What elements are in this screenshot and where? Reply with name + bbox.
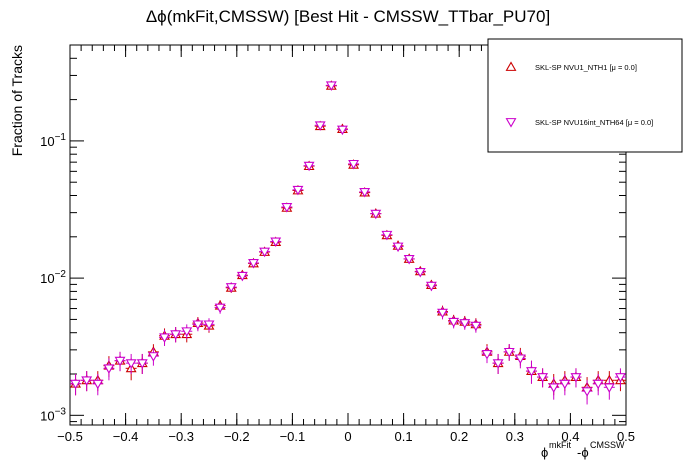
x-tick-label: 0 <box>344 429 351 444</box>
x-tick-label: 0.1 <box>395 429 413 444</box>
data-point <box>425 281 437 292</box>
legend-marker <box>505 118 517 128</box>
data-point <box>592 379 604 390</box>
data-point <box>114 356 126 367</box>
y-tick-label: 10−3 <box>40 406 66 423</box>
data-point <box>448 317 460 328</box>
data-point <box>492 359 504 369</box>
legend: SKL-SP NVU1_NTH1 [μ = 0.0] SKL-SP NVU16in… <box>487 38 683 153</box>
data-point <box>514 354 526 364</box>
data-point <box>314 121 326 131</box>
x-tick-label: 0.5 <box>617 429 635 444</box>
data-point <box>548 383 560 393</box>
data-point <box>392 242 404 253</box>
data-point <box>381 230 393 241</box>
x-axis-title-sup1: mkFit <box>549 440 571 450</box>
data-point <box>303 161 315 172</box>
x-tick-label: −0.1 <box>280 429 306 444</box>
data-point <box>336 125 348 136</box>
data-point <box>70 379 82 390</box>
data-point <box>526 367 537 377</box>
data-point <box>481 350 493 360</box>
y-tick-label: 10−2 <box>40 269 66 286</box>
x-tick-label: 0.3 <box>506 429 524 444</box>
y-tick-label: 10−1 <box>40 132 66 149</box>
data-point <box>359 187 371 198</box>
data-point <box>259 247 271 258</box>
data-point <box>470 321 482 332</box>
x-tick-label: 0.4 <box>561 429 579 444</box>
data-point <box>248 259 259 269</box>
x-axis-title-phi2: -ϕ <box>577 445 589 460</box>
data-point <box>214 303 226 314</box>
legend-label: SKL-SP NVU16int_NTH64 [μ = 0.0] <box>535 118 653 127</box>
data-point <box>147 352 159 362</box>
data-point <box>581 387 593 397</box>
data-point <box>236 271 248 282</box>
data-point <box>603 383 615 393</box>
data-point <box>559 379 571 390</box>
data-point <box>181 327 193 337</box>
data-point <box>281 203 293 213</box>
data-point <box>414 267 426 278</box>
data-point <box>159 333 170 343</box>
chart-title: Δϕ(mkFit,CMSSW) [Best Hit - CMSSW_TTbar_… <box>146 7 550 26</box>
x-tick-label: −0.5 <box>57 429 83 444</box>
data-point <box>570 373 582 383</box>
legend-box <box>487 38 683 153</box>
data-point <box>170 330 182 340</box>
data-point <box>370 209 382 220</box>
x-tick-label: −0.3 <box>168 429 194 444</box>
data-point <box>192 320 204 330</box>
data-point <box>459 319 471 329</box>
x-axis-title: ϕ mkFit -ϕ CMSSW <box>541 440 625 460</box>
data-point <box>325 81 337 91</box>
x-tick-label: −0.2 <box>224 429 250 444</box>
legend-marker <box>505 61 517 71</box>
y-axis: 10−3 10−2 10−1 <box>40 44 626 423</box>
x-axis-title-sup2: CMSSW <box>590 440 625 450</box>
data-point <box>103 364 115 374</box>
series-2 <box>70 81 626 405</box>
data-point <box>437 308 448 319</box>
data-point <box>270 237 282 248</box>
data-point <box>614 373 626 383</box>
data-point <box>403 254 415 265</box>
data-point <box>292 185 304 196</box>
data-point <box>203 320 215 330</box>
data-point <box>125 359 137 369</box>
y-axis-title: Fraction of Tracks <box>9 45 25 156</box>
x-axis: −0.5 −0.4 −0.3 −0.2 −0.1 0 0.1 0.2 0.3 0.4 0.5 <box>57 45 635 444</box>
x-tick-label: 0.2 <box>450 429 468 444</box>
data-point <box>92 379 104 390</box>
x-tick-label: −0.4 <box>113 429 139 444</box>
x-axis-title-phi1: ϕ <box>541 445 548 460</box>
data-points <box>70 80 626 405</box>
legend-label: SKL-SP NVU1_NTH1 [μ = 0.0] <box>535 63 637 72</box>
data-point <box>81 376 93 386</box>
data-point <box>136 359 148 369</box>
data-point <box>537 373 549 383</box>
data-point <box>225 283 237 293</box>
data-point <box>503 347 515 358</box>
data-point <box>348 159 360 170</box>
